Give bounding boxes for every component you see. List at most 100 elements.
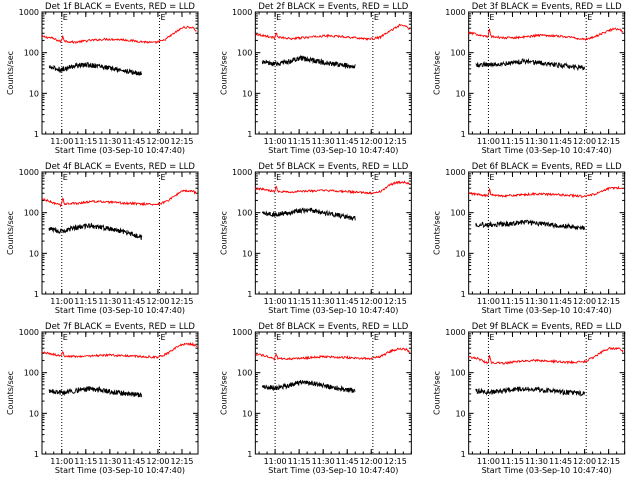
panel-9: Det 9f BLACK = Events, RED = LLD 1 10 100 10…	[433, 322, 626, 475]
y-tick-label: 1000	[232, 8, 252, 17]
x-tick-label: 11:00	[477, 457, 500, 466]
y-axis-label: Counts/sec	[6, 211, 15, 255]
y-tick-label: 10	[242, 89, 252, 98]
events-series-line	[261, 54, 356, 70]
x-axis-label: Start Time (03-Sep-10 10:47:40)	[55, 466, 185, 475]
x-tick-label: 12:00	[146, 137, 169, 146]
marker-label: E	[276, 173, 281, 182]
x-tick-label: 11:30	[98, 137, 121, 146]
y-tick-label: 1	[247, 130, 252, 139]
plot-frame	[254, 171, 412, 295]
y-tick-label: 100	[450, 209, 465, 218]
lld-series-line	[41, 341, 197, 360]
panel-title: Det 2f BLACK = Events, RED = LLD	[258, 2, 408, 12]
y-tick-label: 10	[29, 89, 39, 98]
y-tick-label: 100	[450, 49, 465, 58]
x-axis-label: Start Time (03-Sep-10 10:47:40)	[482, 306, 612, 315]
x-tick-label: 11:15	[501, 297, 524, 306]
y-tick-label: 1000	[232, 168, 252, 177]
panel-title: Det 4f BLACK = Events, RED = LLD	[45, 162, 195, 172]
y-tick-label: 100	[237, 369, 252, 378]
y-tick-label: 1000	[445, 168, 465, 177]
x-tick-label: 12:00	[146, 297, 169, 306]
lld-series-line	[468, 27, 624, 42]
lld-series-line	[255, 23, 411, 41]
y-tick-label: 1	[247, 450, 252, 459]
y-axis-label: Counts/sec	[219, 371, 228, 415]
x-tick-label: 12:15	[597, 297, 620, 306]
y-tick-label: 100	[24, 49, 39, 58]
marker-label: E	[161, 173, 166, 182]
marker-label: E	[489, 173, 494, 182]
marker-label: E	[489, 13, 494, 22]
panel-5: Det 5f BLACK = Events, RED = LLD 1 10 100 10…	[219, 162, 412, 315]
y-tick-label: 1000	[445, 8, 465, 17]
events-series-line	[48, 385, 143, 398]
y-axis-label: Counts/sec	[433, 51, 442, 95]
x-tick-label: 11:00	[477, 137, 500, 146]
marker-label: E	[276, 333, 281, 342]
x-axis-label: Start Time (03-Sep-10 10:47:40)	[55, 306, 185, 315]
y-tick-label: 10	[455, 249, 465, 258]
x-tick-label: 11:00	[50, 297, 73, 306]
x-tick-label: 12:00	[573, 457, 596, 466]
x-tick-label: 11:00	[50, 137, 73, 146]
x-tick-label: 11:00	[264, 457, 287, 466]
x-tick-label: 11:00	[264, 137, 287, 146]
panel-title: Det 1f BLACK = Events, RED = LLD	[45, 2, 195, 12]
x-axis-label: Start Time (03-Sep-10 10:47:40)	[268, 306, 398, 315]
panel-7: Det 7f BLACK = Events, RED = LLD 1 10 100 10…	[6, 322, 199, 475]
y-axis-label: Counts/sec	[433, 371, 442, 415]
y-axis-label: Counts/sec	[433, 211, 442, 255]
events-series-line	[475, 57, 586, 72]
x-tick-label: 11:30	[312, 457, 335, 466]
x-tick-label: 11:30	[525, 297, 548, 306]
x-tick-label: 11:15	[288, 457, 311, 466]
x-tick-label: 11:15	[501, 137, 524, 146]
y-tick-label: 1	[461, 290, 466, 299]
x-tick-label: 11:00	[264, 297, 287, 306]
panel-title: Det 6f BLACK = Events, RED = LLD	[472, 162, 622, 172]
marker-label: E	[587, 13, 592, 22]
y-tick-label: 1	[34, 130, 39, 139]
x-tick-label: 12:15	[597, 137, 620, 146]
x-tick-label: 12:15	[170, 137, 193, 146]
marker-label: E	[374, 13, 379, 22]
x-tick-label: 11:45	[549, 137, 572, 146]
panel-title: Det 8f BLACK = Events, RED = LLD	[258, 322, 408, 332]
x-tick-label: 12:15	[384, 297, 407, 306]
y-axis-label: Counts/sec	[6, 371, 15, 415]
panel-title: Det 3f BLACK = Events, RED = LLD	[472, 2, 622, 12]
lld-series-line	[254, 180, 411, 195]
y-tick-label: 100	[237, 49, 252, 58]
marker-label: E	[587, 333, 592, 342]
plot-frame	[254, 11, 412, 135]
x-tick-label: 11:00	[50, 457, 73, 466]
x-axis-label: Start Time (03-Sep-10 10:47:40)	[268, 146, 398, 155]
x-tick-label: 11:30	[312, 137, 335, 146]
x-axis-label: Start Time (03-Sep-10 10:47:40)	[268, 466, 398, 475]
panel-title: Det 9f BLACK = Events, RED = LLD	[472, 322, 622, 332]
x-tick-label: 12:15	[384, 137, 407, 146]
y-tick-label: 1000	[19, 328, 39, 337]
x-axis-label: Start Time (03-Sep-10 10:47:40)	[55, 146, 185, 155]
x-tick-label: 11:45	[336, 297, 359, 306]
events-series-line	[475, 219, 586, 231]
lld-series-line	[41, 189, 197, 208]
x-tick-label: 11:15	[74, 137, 97, 146]
panel-2: Det 2f BLACK = Events, RED = LLD 1 10 100 10…	[219, 2, 412, 155]
y-tick-label: 10	[242, 249, 252, 258]
marker-label: E	[489, 333, 494, 342]
y-tick-label: 1	[247, 290, 252, 299]
x-tick-label: 12:00	[573, 297, 596, 306]
x-axis-label: Start Time (03-Sep-10 10:47:40)	[482, 146, 612, 155]
y-axis-label: Counts/sec	[219, 51, 228, 95]
marker-label: E	[63, 173, 68, 182]
y-tick-label: 100	[450, 369, 465, 378]
y-axis-label: Counts/sec	[219, 211, 228, 255]
y-tick-label: 10	[242, 409, 252, 418]
y-tick-label: 1000	[19, 168, 39, 177]
plot-frame	[468, 331, 626, 455]
x-tick-label: 12:00	[360, 137, 383, 146]
panel-4: Det 4f BLACK = Events, RED = LLD 1 10 100 10…	[6, 162, 199, 315]
